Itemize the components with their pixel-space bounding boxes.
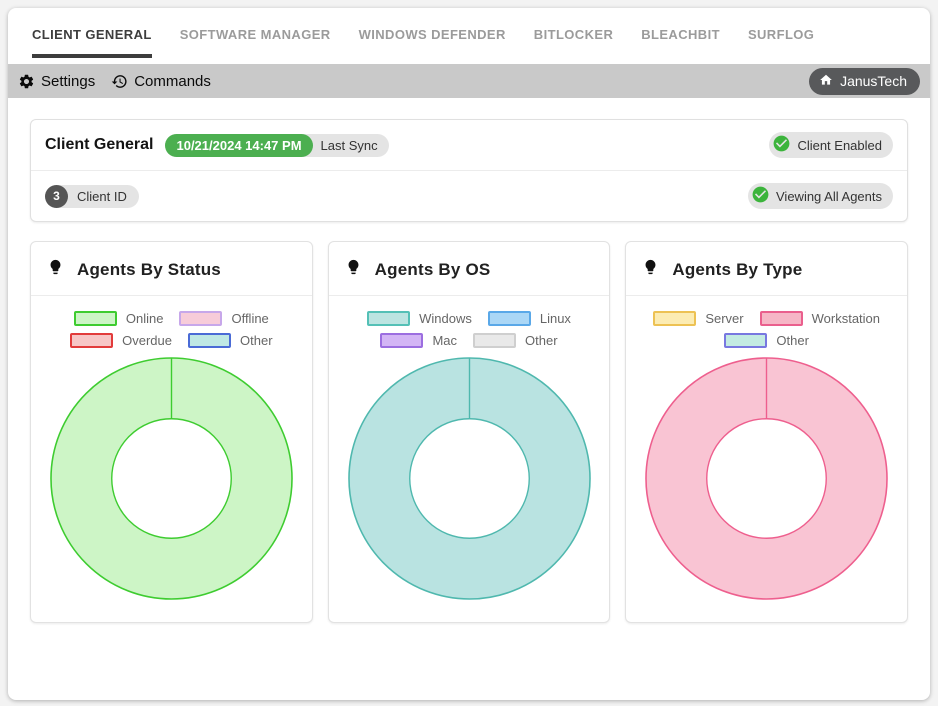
legend-label: Other: [776, 333, 809, 348]
legend-swatch: [179, 311, 223, 326]
lightbulb-icon: [345, 256, 362, 283]
legend-item-windows[interactable]: Windows: [367, 311, 472, 326]
legend-label: Workstation: [811, 311, 881, 326]
tab-bleachbit[interactable]: BLEACHBIT: [641, 27, 720, 42]
legend-label: Offline: [231, 311, 269, 326]
legend-item-other[interactable]: Other: [188, 333, 273, 348]
history-clock-icon: [111, 73, 128, 90]
legend-item-overdue[interactable]: Overdue: [70, 333, 172, 348]
legend-swatch: [70, 333, 114, 348]
legend-label: Mac: [432, 333, 458, 348]
legend-item-workstation[interactable]: Workstation: [759, 311, 881, 326]
legend-label: Other: [240, 333, 273, 348]
client-id-value: 3: [45, 184, 68, 208]
legend-item-mac[interactable]: Mac: [380, 333, 457, 348]
chart-legend: Online Offline Overdue: [31, 311, 312, 348]
last-sync-label: Last Sync: [320, 137, 378, 153]
chart-title: Agents By Type: [672, 259, 803, 279]
legend-swatch: [188, 333, 232, 348]
legend-label: Server: [705, 311, 744, 326]
chart-header: Agents By Type: [626, 242, 908, 296]
tab-windows-defender[interactable]: WINDOWS DEFENDER: [358, 27, 506, 42]
lightbulb-icon: [642, 256, 659, 283]
chart-title: Agents By OS: [374, 259, 491, 279]
legend-label: Overdue: [122, 333, 173, 348]
client-enabled-badge: Client Enabled: [769, 132, 893, 158]
chart-header: Agents By OS: [328, 242, 610, 296]
viewing-all-agents-label: Viewing All Agents: [776, 188, 882, 204]
last-sync-badge: 10/21/2024 14:47 PM Last Sync: [165, 133, 389, 157]
tab-bitlocker[interactable]: BITLOCKER: [533, 27, 614, 42]
legend-label: Linux: [539, 311, 571, 326]
settings-button[interactable]: Settings: [18, 73, 95, 90]
home-icon: [819, 73, 833, 90]
legend-label: Other: [525, 333, 558, 348]
toolbar: Settings Commands JanusTech: [8, 64, 930, 98]
legend-item-other[interactable]: Other: [724, 333, 809, 348]
legend-swatch: [653, 311, 697, 326]
donut-chart-os: [329, 356, 610, 601]
main-content: Client General 10/21/2024 14:47 PM Last …: [8, 98, 930, 623]
settings-label: Settings: [41, 72, 96, 90]
lightbulb-icon: [47, 256, 64, 283]
panel-row-sync: Client General 10/21/2024 14:47 PM Last …: [31, 120, 907, 170]
panel-row-id: 3 Client ID Viewing All Agents: [31, 170, 907, 221]
legend-row: Overdue Other: [31, 333, 312, 348]
client-general-panel: Client General 10/21/2024 14:47 PM Last …: [30, 119, 908, 222]
tab-client-general[interactable]: CLIENT GENERAL: [32, 27, 152, 58]
chart-card-agents-by-type: Agents By Type Server Workstation: [625, 241, 909, 623]
donut-chart-type: [626, 356, 907, 601]
legend-item-online[interactable]: Online: [73, 311, 164, 326]
legend-swatch: [724, 333, 768, 348]
legend-label: Windows: [419, 311, 472, 326]
legend-swatch: [487, 311, 531, 326]
chart-legend: Server Workstation Other: [626, 311, 907, 348]
legend-swatch: [367, 311, 411, 326]
legend-item-server[interactable]: Server: [653, 311, 744, 326]
legend-swatch: [73, 311, 117, 326]
legend-swatch: [380, 333, 424, 348]
viewing-all-agents-badge: Viewing All Agents: [748, 183, 893, 209]
chart-card-agents-by-os: Agents By OS Windows Linux: [327, 241, 611, 623]
legend-row: Online Offline: [31, 311, 312, 326]
legend-label: Online: [125, 311, 164, 326]
legend-swatch: [473, 333, 517, 348]
chart-card-agents-by-status: Agents By Status Online Offline: [30, 241, 313, 623]
legend-row: Other: [626, 333, 907, 348]
legend-row: Windows Linux: [329, 311, 610, 326]
commands-button[interactable]: Commands: [111, 73, 211, 90]
tab-software-manager[interactable]: SOFTWARE MANAGER: [179, 27, 331, 42]
legend-item-linux[interactable]: Linux: [487, 311, 571, 326]
legend-swatch: [759, 311, 803, 326]
last-sync-value: 10/21/2024 14:47 PM: [165, 133, 313, 157]
legend-row: Mac Other: [329, 333, 610, 348]
panel-title: Client General: [45, 136, 154, 153]
legend-row: Server Workstation: [626, 311, 907, 326]
commands-label: Commands: [134, 72, 211, 90]
gear-icon: [18, 73, 35, 90]
chart-legend: Windows Linux Mac: [329, 311, 610, 348]
client-enabled-label: Client Enabled: [797, 137, 882, 153]
check-circle-icon: [772, 134, 791, 156]
brand-badge[interactable]: JanusTech: [809, 67, 920, 95]
app-window: CLIENT GENERAL SOFTWARE MANAGER WINDOWS …: [8, 8, 930, 700]
chart-title: Agents By Status: [77, 259, 221, 279]
donut-chart-status: [31, 356, 312, 601]
client-id-badge: 3 Client ID: [45, 184, 139, 208]
legend-item-other[interactable]: Other: [473, 333, 558, 348]
brand-label: JanusTech: [840, 73, 907, 89]
client-id-label: Client ID: [77, 188, 127, 204]
chart-header: Agents By Status: [31, 242, 312, 296]
tab-surflog[interactable]: SURFLOG: [747, 27, 815, 42]
tab-bar: CLIENT GENERAL SOFTWARE MANAGER WINDOWS …: [8, 8, 930, 58]
check-circle-icon: [751, 185, 770, 207]
legend-item-offline[interactable]: Offline: [179, 311, 269, 326]
charts-row: Agents By Status Online Offline: [30, 241, 909, 623]
